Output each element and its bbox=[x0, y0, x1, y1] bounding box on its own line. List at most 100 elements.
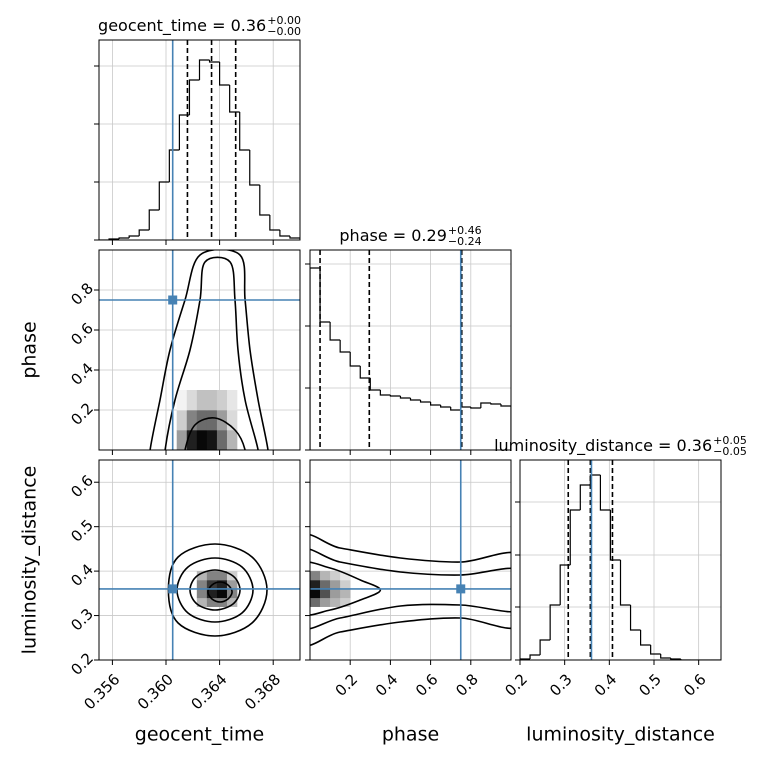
density-cell bbox=[206, 597, 218, 607]
panel-background bbox=[310, 250, 511, 450]
density-cell bbox=[206, 571, 218, 581]
histogram-bin bbox=[490, 403, 501, 405]
x-tick-label: 0.368 bbox=[241, 670, 284, 713]
density-cell bbox=[196, 390, 208, 411]
histogram-bin bbox=[369, 378, 381, 391]
density-cell bbox=[216, 430, 228, 450]
panel bbox=[99, 460, 300, 660]
density-cell bbox=[320, 571, 331, 581]
panel-frame bbox=[98, 459, 301, 661]
density-cell bbox=[330, 580, 341, 590]
y-tick-label: 0.2 bbox=[67, 649, 97, 679]
histogram-bin bbox=[289, 236, 300, 240]
x-tick-label: 0.364 bbox=[188, 670, 231, 713]
title-lower-error: −0.24 bbox=[448, 235, 482, 248]
panel-frame bbox=[98, 249, 301, 451]
density-cell bbox=[186, 390, 198, 411]
contour bbox=[184, 417, 246, 450]
panel bbox=[99, 250, 300, 450]
contour bbox=[310, 561, 382, 616]
histogram-bin bbox=[379, 390, 391, 396]
density-cell bbox=[320, 588, 331, 599]
x-tick-label: 0.2 bbox=[501, 670, 531, 700]
histogram-bin bbox=[660, 654, 671, 659]
density-cell bbox=[330, 571, 341, 581]
density-cell bbox=[206, 390, 218, 411]
histogram-bin bbox=[148, 209, 160, 230]
panel-frame bbox=[98, 39, 301, 241]
x-axis-label: phase bbox=[382, 724, 439, 746]
truth-marker bbox=[168, 584, 178, 594]
histogram-bin bbox=[128, 235, 140, 238]
histogram-bin bbox=[310, 267, 321, 450]
panel bbox=[310, 250, 511, 450]
density-cell bbox=[226, 580, 238, 590]
density-cell bbox=[216, 588, 228, 599]
density-cell bbox=[196, 588, 208, 599]
x-tick-label: 0.360 bbox=[134, 670, 177, 713]
histogram-bin bbox=[640, 630, 651, 646]
histogram-bin bbox=[279, 230, 290, 237]
histogram-bin bbox=[349, 352, 361, 367]
histogram-bin bbox=[589, 474, 601, 485]
density-cell bbox=[310, 597, 321, 607]
histogram-bin bbox=[599, 475, 611, 511]
histogram-bin bbox=[480, 402, 491, 408]
histogram-bin bbox=[450, 407, 461, 411]
histogram-bin bbox=[249, 150, 260, 186]
x-tick-label: 0.3 bbox=[546, 670, 576, 700]
x-tick-label: 0.6 bbox=[680, 670, 710, 700]
histogram-bin bbox=[629, 605, 641, 631]
density-cell bbox=[310, 588, 321, 599]
histogram-bin bbox=[259, 185, 270, 216]
density-cell bbox=[186, 430, 198, 450]
histogram-bin bbox=[198, 59, 210, 80]
y-tick-label: 0.5 bbox=[67, 516, 97, 546]
histogram-bin bbox=[470, 407, 481, 409]
y-axis-label: phase bbox=[19, 321, 41, 378]
histogram-bin bbox=[168, 149, 180, 182]
x-tick-label: 0.4 bbox=[591, 670, 621, 700]
panel-background bbox=[310, 460, 511, 660]
y-tick-label: 0.2 bbox=[67, 399, 97, 429]
y-tick-label: 0.6 bbox=[67, 472, 97, 502]
density-cell bbox=[176, 430, 188, 450]
panel-frame bbox=[309, 249, 512, 451]
panel-frame bbox=[309, 459, 512, 661]
panel-title: luminosity_distance = 0.36 bbox=[494, 436, 712, 456]
x-axis-label: luminosity_distance bbox=[526, 724, 715, 746]
density-cell bbox=[216, 571, 228, 581]
x-tick-label: 0.5 bbox=[635, 670, 665, 700]
histogram-bin bbox=[158, 181, 170, 210]
density-cell bbox=[196, 430, 208, 450]
density-cell bbox=[196, 597, 208, 607]
density-cell bbox=[320, 580, 331, 590]
x-axis-label: geocent_time bbox=[135, 724, 264, 746]
histogram-bin bbox=[188, 79, 200, 115]
histogram-bin bbox=[520, 658, 531, 660]
title-lower-error: −0.00 bbox=[267, 25, 301, 38]
histogram-bin bbox=[569, 509, 581, 565]
histogram-bin bbox=[409, 398, 421, 401]
contour bbox=[149, 250, 269, 450]
histogram-bin bbox=[269, 215, 280, 231]
density-cell bbox=[176, 410, 188, 431]
histogram-bin bbox=[219, 62, 230, 86]
density-cell bbox=[216, 580, 228, 590]
histogram-bin bbox=[559, 564, 571, 605]
y-axis-label: luminosity_distance bbox=[19, 466, 41, 655]
density-cell bbox=[340, 571, 351, 581]
histogram-bin bbox=[329, 322, 341, 341]
histogram-bin bbox=[670, 658, 681, 660]
density-cell bbox=[340, 588, 351, 599]
histogram-bin bbox=[619, 560, 631, 606]
histogram-bin bbox=[239, 112, 250, 151]
x-tick-label: 0.8 bbox=[452, 670, 482, 700]
density-cell bbox=[206, 430, 218, 450]
histogram-bin bbox=[500, 404, 511, 450]
histogram-bin bbox=[178, 114, 190, 150]
density-cell bbox=[330, 597, 341, 607]
density-cell bbox=[216, 390, 228, 411]
y-tick-label: 0.8 bbox=[67, 279, 97, 309]
